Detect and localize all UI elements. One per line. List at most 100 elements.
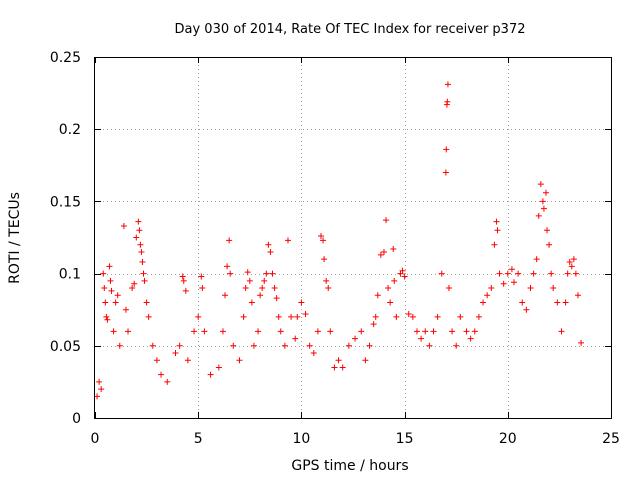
data-point bbox=[222, 292, 229, 299]
data-point bbox=[327, 328, 334, 335]
data-point bbox=[288, 313, 295, 320]
data-point bbox=[265, 241, 272, 248]
data-point bbox=[201, 328, 208, 335]
data-point bbox=[539, 198, 546, 205]
data-point bbox=[122, 306, 129, 313]
data-point bbox=[405, 311, 412, 318]
data-point bbox=[244, 269, 251, 276]
data-point bbox=[372, 313, 379, 320]
data-point bbox=[390, 246, 397, 253]
data-point bbox=[198, 273, 205, 280]
data-point bbox=[138, 248, 145, 255]
x-tick-label: 5 bbox=[194, 431, 203, 447]
data-point bbox=[292, 335, 299, 342]
x-axis-label: GPS time / hours bbox=[291, 458, 408, 474]
data-point bbox=[257, 292, 264, 299]
data-point bbox=[110, 328, 117, 335]
data-point bbox=[385, 285, 392, 292]
data-point bbox=[141, 277, 148, 284]
data-point bbox=[323, 277, 330, 284]
data-point bbox=[401, 273, 408, 280]
data-point bbox=[101, 285, 108, 292]
data-point bbox=[444, 98, 451, 105]
data-point bbox=[562, 299, 569, 306]
data-point bbox=[96, 378, 103, 385]
data-point bbox=[540, 205, 547, 212]
x-tick-label: 10 bbox=[292, 431, 310, 447]
data-point bbox=[463, 328, 470, 335]
data-point bbox=[140, 270, 147, 277]
x-tick-label: 0 bbox=[91, 431, 100, 447]
data-point bbox=[453, 342, 460, 349]
data-point bbox=[566, 259, 573, 266]
data-point bbox=[496, 270, 503, 277]
y-axis-label: ROTI / TECUs bbox=[7, 192, 23, 284]
data-point bbox=[135, 218, 142, 225]
data-point bbox=[325, 285, 332, 292]
data-point bbox=[535, 212, 542, 219]
data-point bbox=[129, 285, 136, 292]
data-point bbox=[191, 328, 198, 335]
data-point bbox=[544, 227, 551, 234]
data-point bbox=[131, 280, 138, 287]
data-point bbox=[366, 342, 373, 349]
data-point bbox=[224, 263, 231, 270]
data-point bbox=[500, 280, 507, 287]
x-tick-label: 25 bbox=[602, 431, 620, 447]
grid-lines bbox=[95, 57, 611, 418]
y-tick-label: 0.25 bbox=[50, 50, 81, 66]
x-tick-label: 15 bbox=[396, 431, 414, 447]
data-point bbox=[422, 328, 429, 335]
data-point bbox=[149, 342, 156, 349]
data-point bbox=[179, 273, 186, 280]
data-point bbox=[331, 364, 338, 371]
data-point bbox=[310, 350, 317, 357]
data-point bbox=[242, 285, 249, 292]
data-point bbox=[418, 335, 425, 342]
y-tick-label: 0.2 bbox=[59, 122, 81, 138]
data-point bbox=[158, 371, 165, 378]
data-point bbox=[250, 342, 257, 349]
data-point bbox=[102, 299, 109, 306]
data-point bbox=[320, 237, 327, 244]
data-point bbox=[533, 256, 540, 263]
data-point bbox=[116, 342, 123, 349]
data-point bbox=[153, 357, 160, 364]
data-point bbox=[321, 256, 328, 263]
data-point bbox=[508, 266, 515, 273]
data-point bbox=[184, 357, 191, 364]
data-point bbox=[248, 299, 255, 306]
data-point bbox=[226, 237, 233, 244]
data-point bbox=[484, 292, 491, 299]
data-point bbox=[137, 241, 144, 248]
data-point bbox=[578, 339, 585, 346]
data-point bbox=[246, 277, 253, 284]
data-point bbox=[515, 270, 522, 277]
data-point bbox=[444, 81, 451, 88]
data-point bbox=[438, 270, 445, 277]
data-point bbox=[542, 189, 549, 196]
data-point bbox=[107, 277, 114, 284]
data-points bbox=[94, 81, 585, 400]
x-tick-label: 20 bbox=[499, 431, 517, 447]
data-point bbox=[269, 270, 276, 277]
data-point bbox=[263, 270, 270, 277]
data-point bbox=[120, 222, 127, 229]
data-point bbox=[215, 364, 222, 371]
data-point bbox=[430, 328, 437, 335]
data-point bbox=[219, 328, 226, 335]
data-point bbox=[519, 299, 526, 306]
data-point bbox=[294, 313, 301, 320]
data-point bbox=[199, 285, 206, 292]
data-point bbox=[275, 313, 282, 320]
data-point bbox=[98, 386, 105, 393]
data-point bbox=[537, 181, 544, 188]
data-point bbox=[377, 251, 384, 258]
data-point bbox=[393, 313, 400, 320]
y-tick-label: 0.15 bbox=[50, 194, 81, 210]
axis-ticks bbox=[95, 57, 612, 419]
data-point bbox=[413, 328, 420, 335]
data-point bbox=[504, 270, 511, 277]
data-point bbox=[491, 241, 498, 248]
data-point bbox=[227, 270, 234, 277]
